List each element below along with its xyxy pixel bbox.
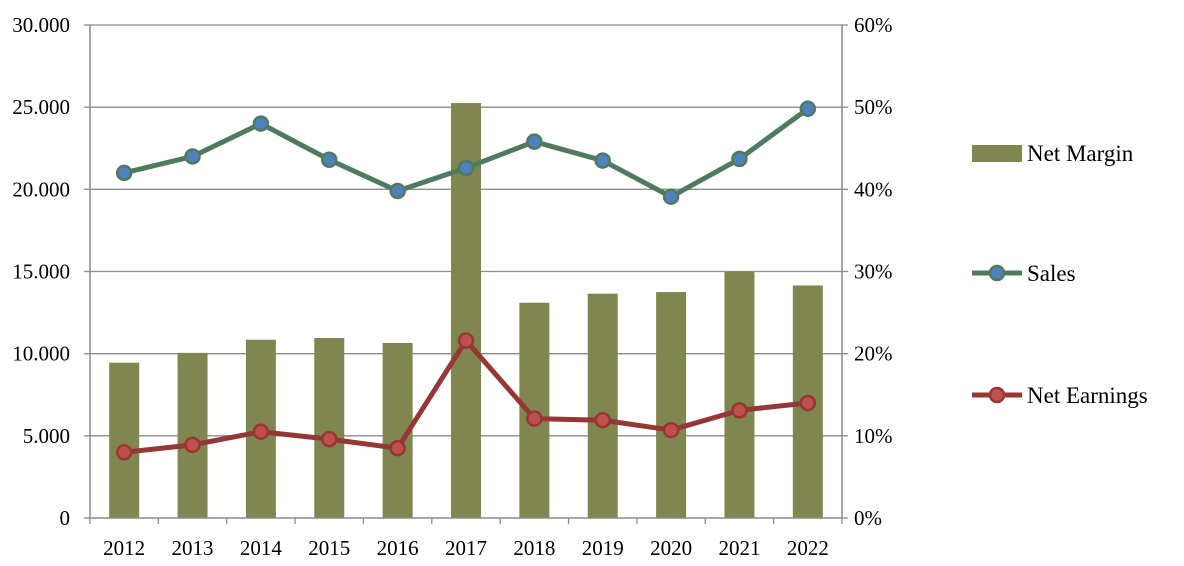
net-earnings-point bbox=[321, 430, 338, 448]
left-tick-label: 15.000 bbox=[12, 260, 70, 284]
right-tick-label: 40% bbox=[854, 177, 893, 201]
net-margin-bar bbox=[314, 338, 345, 518]
sales-point bbox=[252, 115, 270, 132]
x-tick-label: 2021 bbox=[718, 536, 760, 560]
sales-point bbox=[799, 100, 817, 118]
tick-labels: 0 5.000 10.000 15.000 20.000 25.000 30.000 0% 10… bbox=[12, 13, 892, 560]
sales-point bbox=[526, 133, 543, 150]
left-tick-label: 25.000 bbox=[12, 95, 70, 119]
x-tick-label: 2020 bbox=[650, 536, 692, 560]
sales-point bbox=[184, 148, 201, 165]
net-earnings-point bbox=[115, 444, 133, 461]
legend-label-net-earnings: Net Earnings bbox=[1027, 383, 1148, 408]
net-earnings-point bbox=[252, 423, 270, 440]
right-tick-label: 20% bbox=[854, 342, 893, 366]
x-tick-label: 2016 bbox=[377, 536, 419, 560]
net-margin-bar bbox=[587, 293, 618, 518]
left-tick-label: 10.000 bbox=[12, 342, 70, 366]
left-tick-label: 20.000 bbox=[12, 177, 70, 201]
left-tick-label: 0 bbox=[60, 506, 71, 530]
net-earnings-point bbox=[526, 410, 543, 427]
left-tick-label: 5.000 bbox=[23, 424, 70, 448]
x-tick-label: 2015 bbox=[308, 536, 350, 560]
x-tick-label: 2014 bbox=[240, 536, 283, 560]
net-margin-bar bbox=[177, 352, 208, 518]
x-tick-label: 2022 bbox=[787, 536, 829, 560]
right-tick-label: 10% bbox=[854, 424, 893, 448]
left-tick-label: 30.000 bbox=[12, 13, 70, 37]
net-earnings-point bbox=[594, 411, 611, 429]
legend-label-sales: Sales bbox=[1027, 261, 1076, 286]
sales-point bbox=[662, 188, 680, 205]
right-tick-label: 60% bbox=[854, 13, 893, 37]
net-earnings-point bbox=[799, 394, 817, 412]
line-series bbox=[115, 100, 817, 461]
net-earnings-point bbox=[662, 421, 680, 439]
legend-marker-sales bbox=[988, 264, 1006, 282]
net-earnings-point bbox=[389, 439, 406, 457]
sales-point bbox=[731, 150, 748, 168]
x-tick-label: 2013 bbox=[172, 536, 214, 560]
right-tick-label: 0% bbox=[854, 506, 882, 530]
sales-point bbox=[594, 152, 611, 169]
x-tick-label: 2012 bbox=[103, 536, 145, 560]
net-earnings-point bbox=[731, 402, 748, 419]
right-tick-label: 30% bbox=[854, 260, 893, 284]
x-tick-label: 2018 bbox=[513, 536, 555, 560]
net-margin-bar bbox=[656, 292, 687, 518]
sales-point bbox=[457, 159, 475, 177]
right-tick-label: 50% bbox=[854, 95, 893, 119]
sales-point bbox=[115, 164, 133, 182]
net-earnings-point bbox=[457, 332, 475, 349]
net-margin-bar bbox=[109, 362, 140, 518]
legend-marker-net-earnings bbox=[988, 386, 1006, 404]
sales-point bbox=[321, 151, 338, 169]
x-tick-label: 2019 bbox=[582, 536, 624, 560]
net-margin-bar bbox=[724, 271, 755, 518]
legend: Net Margin Sales Net Earnings bbox=[972, 141, 1148, 408]
net-earnings-point bbox=[184, 436, 201, 454]
legend-label-net-margin: Net Margin bbox=[1027, 141, 1134, 166]
axes bbox=[84, 24, 848, 524]
x-tick-label: 2017 bbox=[445, 536, 487, 560]
legend-swatch-net-margin bbox=[972, 145, 1022, 162]
sales-point bbox=[389, 182, 406, 200]
